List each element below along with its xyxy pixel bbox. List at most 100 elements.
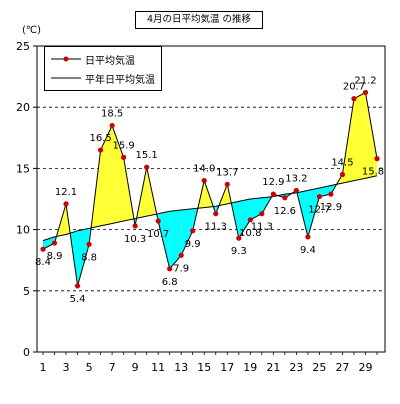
data-point (374, 156, 380, 162)
area-fill (77, 228, 90, 286)
data-point (282, 195, 288, 201)
data-point (121, 154, 127, 160)
data-label: 8.9 (47, 251, 63, 262)
data-label: 10.8 (239, 228, 261, 239)
y-tick-label: 25 (16, 40, 30, 53)
data-point (293, 187, 299, 194)
x-tick-label: 19 (243, 361, 257, 374)
data-label: 12.6 (274, 206, 296, 217)
x-tick-label: 1 (40, 361, 47, 374)
data-label: 13.7 (216, 167, 238, 178)
x-tick-label: 5 (86, 361, 93, 374)
y-tick-label: 0 (23, 346, 30, 359)
data-label: 10.3 (124, 234, 146, 245)
y-tick-label: 5 (23, 285, 30, 298)
data-label: 9.3 (231, 246, 247, 257)
data-point (86, 241, 92, 247)
area-fill (169, 210, 182, 269)
data-point (316, 193, 323, 200)
data-point (178, 252, 184, 258)
legend-item-daily: 日平均気温 (45, 51, 161, 67)
chart-title: 4月の日平均気温 の推移 (135, 11, 263, 29)
x-tick-label: 25 (312, 361, 326, 374)
y-axis-label: (℃) (22, 25, 42, 36)
data-label: 16.5 (89, 133, 111, 144)
data-point (51, 240, 58, 246)
area-fill (353, 92, 366, 181)
data-label: 9.4 (300, 245, 316, 256)
data-point (339, 171, 346, 178)
data-label: 13.2 (285, 173, 307, 184)
data-label: 15.8 (362, 167, 384, 178)
x-tick-label: 17 (220, 361, 234, 374)
x-tick-label: 7 (109, 361, 116, 374)
data-label: 12.1 (55, 187, 77, 198)
data-label: 9.9 (185, 239, 201, 250)
area-fill (250, 197, 262, 220)
x-tick-label: 29 (358, 361, 372, 374)
data-label: 14.5 (331, 158, 353, 169)
data-label: 20.7 (343, 82, 365, 93)
y-tick-label: 15 (16, 162, 30, 175)
data-label: 14.0 (193, 164, 215, 175)
data-label: 12.9 (262, 177, 284, 188)
x-tick-label: 3 (63, 361, 70, 374)
x-tick-label: 9 (132, 361, 139, 374)
area-fill (238, 199, 251, 239)
data-point (259, 211, 265, 217)
data-label: 11.3 (205, 222, 227, 233)
legend-marker-icon (51, 56, 81, 62)
area-fill (365, 92, 377, 179)
series-line-normal (42, 175, 378, 242)
y-tick-label: 20 (16, 101, 30, 114)
data-label: 21.2 (354, 76, 376, 87)
data-point (74, 283, 81, 289)
data-point (362, 89, 369, 96)
data-label: 12.9 (320, 202, 342, 213)
legend-label-normal: 平年日平均気温 (85, 75, 155, 86)
area-fill (100, 125, 113, 226)
data-point (63, 201, 69, 207)
data-label: 6.8 (162, 277, 178, 288)
data-label: 8.4 (35, 257, 51, 268)
data-point (213, 211, 219, 217)
x-tick-label: 11 (151, 361, 165, 374)
data-point (167, 266, 173, 272)
data-point (328, 191, 334, 197)
x-tick-label: 27 (335, 361, 349, 374)
data-point (132, 223, 138, 229)
legend-item-normal: 平年日平均気温 (45, 70, 161, 86)
data-label: 7.9 (173, 263, 189, 274)
data-point (155, 218, 161, 224)
data-point (144, 164, 150, 170)
data-label: 15.9 (112, 140, 134, 151)
data-point (190, 228, 196, 234)
data-point (40, 246, 46, 252)
legend-label-daily: 日平均気温 (85, 56, 135, 67)
data-label: 18.5 (101, 109, 123, 120)
data-label: 11.3 (251, 222, 273, 233)
data-point (270, 191, 276, 197)
data-label: 12.7 (308, 205, 330, 216)
data-point (351, 96, 357, 102)
data-label: 5.4 (70, 294, 86, 305)
data-point (97, 147, 104, 153)
plot-frame (36, 45, 386, 353)
data-point (109, 122, 115, 129)
area-fill (319, 185, 331, 197)
data-point (247, 217, 253, 223)
legend-line-icon (51, 77, 81, 79)
data-point (201, 178, 207, 184)
data-point (224, 181, 230, 187)
x-tick-label: 13 (174, 361, 188, 374)
data-label: 8.8 (81, 252, 97, 263)
area-fill (307, 187, 320, 237)
data-label: 15.1 (136, 150, 158, 161)
data-point (236, 235, 242, 241)
data-point (305, 234, 311, 240)
x-tick-label: 21 (266, 361, 280, 374)
x-tick-label: 15 (197, 361, 211, 374)
y-tick-label: 10 (16, 224, 30, 237)
